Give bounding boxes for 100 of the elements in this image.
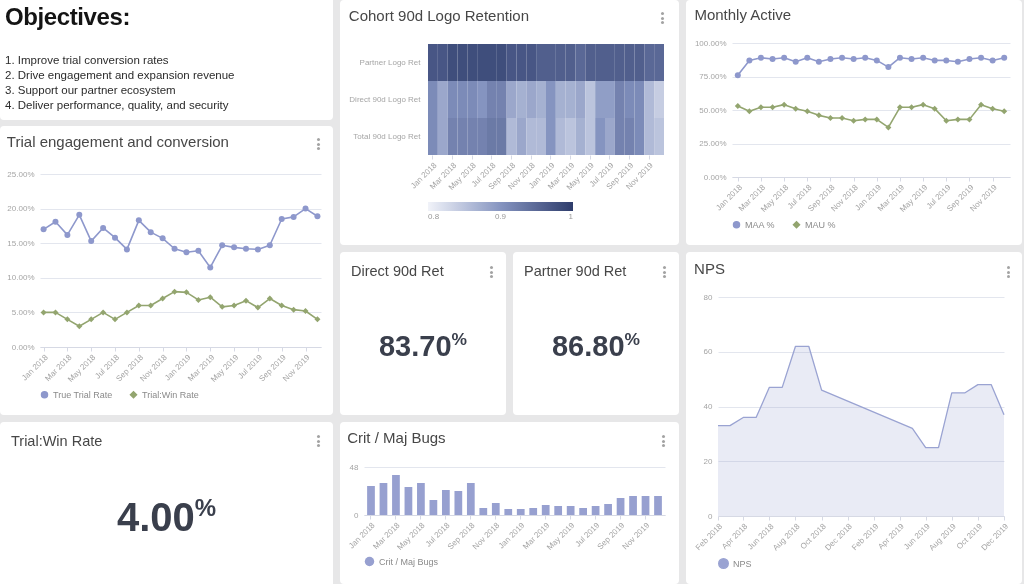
point bbox=[734, 72, 741, 79]
point bbox=[219, 303, 226, 310]
point bbox=[734, 102, 741, 109]
point bbox=[219, 242, 226, 249]
point bbox=[76, 323, 83, 330]
text: Trial:Win Rate bbox=[11, 433, 103, 449]
point bbox=[242, 297, 249, 304]
y-tick-label: 48 bbox=[349, 462, 360, 472]
point bbox=[966, 116, 973, 123]
bar bbox=[616, 498, 625, 515]
text: 4. Deliver performance, quality, and security bbox=[5, 98, 230, 113]
y-tick-label: 0 bbox=[354, 510, 360, 520]
point bbox=[954, 116, 961, 123]
point bbox=[123, 309, 130, 316]
point bbox=[862, 54, 869, 61]
point bbox=[920, 54, 927, 61]
point bbox=[873, 57, 880, 64]
point bbox=[815, 58, 822, 65]
chart-title: Monthly Active bbox=[694, 6, 792, 23]
point bbox=[885, 64, 892, 71]
text: Objectives: bbox=[5, 3, 130, 31]
point bbox=[183, 289, 190, 296]
point bbox=[278, 215, 285, 222]
text: 86.80$^{%}$ bbox=[550, 329, 641, 362]
point bbox=[195, 247, 202, 254]
point bbox=[159, 235, 166, 242]
text: 4.00$^{%}$ bbox=[115, 494, 218, 539]
point bbox=[159, 295, 166, 302]
bar bbox=[541, 505, 550, 515]
point bbox=[290, 213, 297, 220]
point bbox=[52, 309, 59, 316]
point bbox=[989, 57, 996, 64]
point bbox=[195, 296, 202, 303]
point bbox=[112, 234, 119, 241]
point bbox=[792, 105, 799, 112]
point bbox=[746, 57, 753, 64]
y-tick-label: 20.00% bbox=[7, 204, 35, 214]
point bbox=[815, 112, 822, 119]
point bbox=[781, 101, 788, 108]
text: 1. Improve trial conversion rates bbox=[5, 53, 170, 68]
point bbox=[266, 242, 273, 249]
y-tick-label: 100.00% bbox=[694, 38, 727, 48]
bar bbox=[641, 496, 650, 515]
point bbox=[254, 304, 261, 311]
y-tick-label: 5.00% bbox=[11, 307, 35, 317]
legend-label: MAU % bbox=[805, 219, 836, 230]
point bbox=[862, 116, 869, 123]
legend-label: Trial:Win Rate bbox=[142, 389, 199, 400]
point bbox=[52, 218, 59, 225]
text: 3. Support our partner ecosystem bbox=[5, 83, 177, 98]
y-tick-label: 0.00% bbox=[11, 342, 35, 352]
point bbox=[231, 302, 238, 309]
point bbox=[931, 57, 938, 64]
point bbox=[171, 288, 178, 295]
point bbox=[920, 101, 927, 108]
legend-label: MAA % bbox=[745, 219, 775, 230]
point bbox=[804, 54, 811, 61]
legend-label: Crit / Maj Bugs bbox=[379, 556, 439, 567]
text: Partner 90d Ret bbox=[524, 263, 627, 279]
point bbox=[147, 302, 154, 309]
point bbox=[314, 213, 321, 220]
point bbox=[231, 244, 238, 251]
y-tick-label: 25.00% bbox=[7, 169, 35, 179]
point bbox=[207, 294, 214, 301]
point bbox=[64, 231, 71, 238]
legend-label: NPS bbox=[733, 558, 752, 569]
bar bbox=[466, 483, 475, 515]
point bbox=[302, 205, 309, 212]
point bbox=[873, 116, 880, 123]
point bbox=[314, 316, 321, 323]
point bbox=[135, 217, 142, 224]
point bbox=[76, 211, 83, 218]
bar bbox=[491, 503, 500, 515]
point bbox=[954, 58, 961, 65]
point bbox=[242, 245, 249, 252]
point bbox=[746, 108, 753, 115]
y-tick-label: 25.00% bbox=[699, 139, 727, 148]
chart-title: NPS bbox=[694, 260, 725, 277]
y-tick-label: 75.00% bbox=[699, 72, 727, 81]
bar bbox=[379, 483, 388, 515]
text: Direct 90d Ret bbox=[351, 263, 444, 279]
bar bbox=[442, 490, 450, 515]
point bbox=[781, 54, 788, 61]
point bbox=[896, 54, 903, 61]
bar bbox=[566, 506, 575, 515]
point bbox=[64, 316, 71, 323]
chart-title: Cohort 90d Logo Retention bbox=[348, 7, 529, 24]
point bbox=[40, 309, 47, 316]
point bbox=[978, 101, 985, 108]
bar bbox=[579, 508, 587, 515]
point bbox=[147, 229, 154, 236]
point bbox=[135, 302, 142, 309]
color-bar-label: 0.9 bbox=[494, 212, 507, 221]
point bbox=[769, 56, 776, 63]
point bbox=[100, 224, 107, 231]
point bbox=[1001, 54, 1008, 61]
bar bbox=[429, 500, 438, 515]
bar bbox=[504, 509, 513, 515]
y-tick-label: 0 bbox=[708, 511, 714, 521]
y-tick-label: Partner Logo Ret bbox=[359, 57, 422, 67]
